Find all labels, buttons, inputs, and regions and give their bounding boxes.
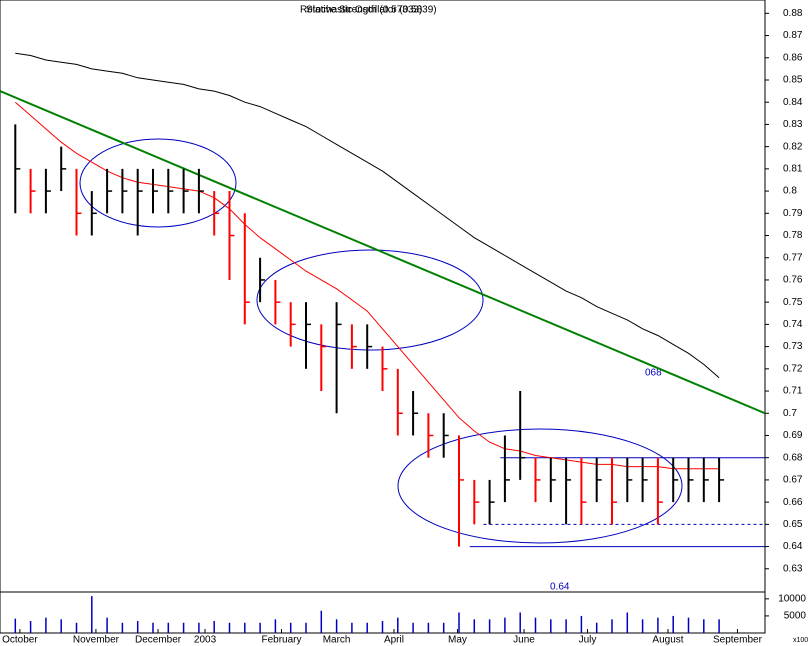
x-tick-label: October [2,635,38,646]
trend-line [0,90,766,415]
moving-average [15,52,720,379]
y-tick-label: 0.81 [783,163,803,174]
chart-subtitle: Stochastic Oscillator (0.5839) [306,5,437,16]
chart-title: Relative Strength (0.57333) [300,5,422,16]
x-tick-label: July [579,635,597,646]
y-tick-label: 0.66 [783,497,803,508]
x-tick-label: February [262,635,302,646]
annotation: 068 [645,368,662,379]
plot-frame [0,0,766,634]
unit-label: x100 [793,637,808,644]
x-tick-label: August [652,635,683,646]
y-tick-label: 5000 [784,611,807,622]
y-tick-label: 0.79 [783,208,803,219]
y-tick-label: 0.87 [783,30,803,41]
y-tick-label: 0.82 [783,141,803,152]
y-tick-label: 0.88 [783,8,803,19]
annotation: 0.64 [550,582,570,593]
x-tick-label: June [513,635,535,646]
highlight-ellipse [256,249,484,351]
y-tick-label: 0.73 [783,341,803,352]
y-tick-label: 0.84 [783,97,803,108]
highlight-ellipse [397,428,683,544]
y-tick-label: 0.71 [783,386,803,397]
y-tick-label: 0.65 [783,519,803,530]
y-tick-label: 0.8 [783,186,797,197]
y-tick-label: 0.67 [783,475,803,486]
y-tick-label: 0.63 [783,563,803,574]
x-tick-label: March [323,635,351,646]
x-tick-label: May [448,635,467,646]
y-tick-label: 0.85 [783,75,803,86]
y-tick-label: 0.64 [783,541,803,552]
x-tick-label: November [73,635,120,646]
y-tick-label: 0.77 [783,252,803,263]
x-tick-label: 2003 [194,635,217,646]
y-tick-label: 0.72 [783,363,803,374]
y-tick-label: 0.83 [783,119,803,130]
moving-average [14,101,720,470]
y-tick-label: 10000 [778,593,806,604]
y-tick-label: 0.7 [783,408,797,419]
highlight-ellipse [79,138,237,228]
x-tick-label: December [135,635,182,646]
x-tick-label: September [713,635,763,646]
y-tick-label: 0.75 [783,297,803,308]
y-tick-label: 0.76 [783,275,803,286]
y-tick-label: 0.86 [783,52,803,63]
y-tick-label: 0.74 [783,319,803,330]
y-tick-label: 0.68 [783,452,803,463]
y-tick-label: 0.78 [783,230,803,241]
y-tick-label: 0.69 [783,430,803,441]
x-tick-label: April [384,635,404,646]
